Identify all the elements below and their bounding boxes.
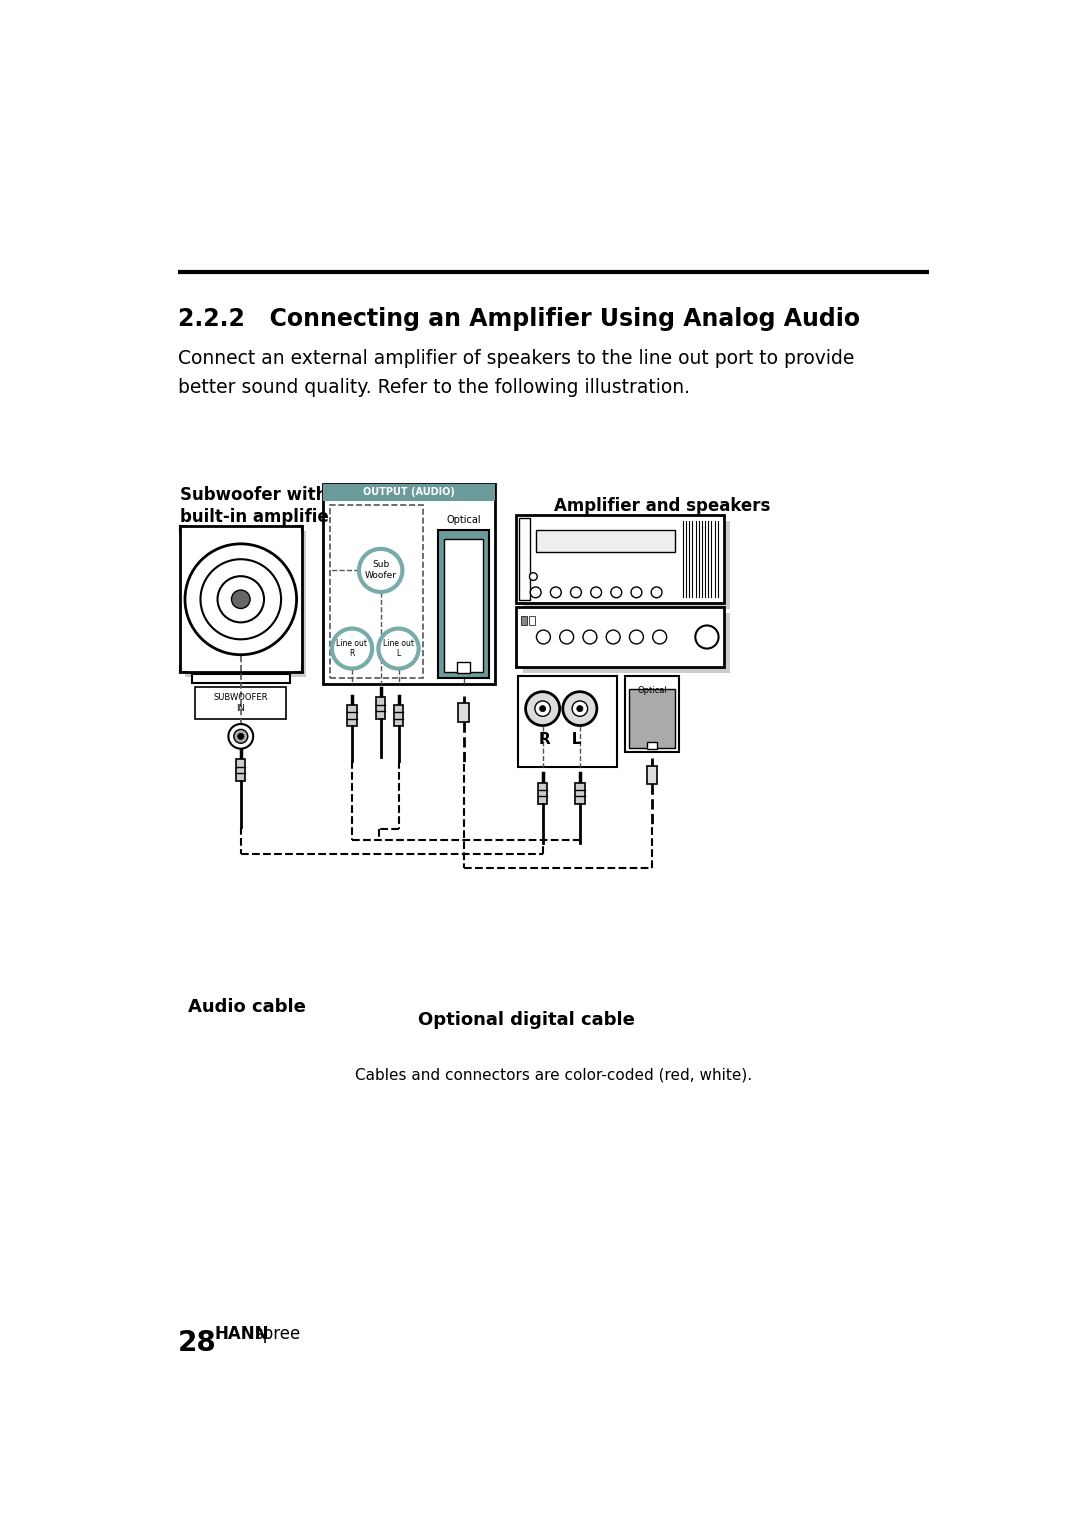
Bar xyxy=(523,521,730,609)
Bar xyxy=(180,526,301,673)
Text: 28: 28 xyxy=(177,1329,216,1358)
Circle shape xyxy=(570,587,581,598)
Bar xyxy=(523,613,730,673)
Bar xyxy=(323,483,496,683)
Text: 2.2.2   Connecting an Amplifier Using Analog Audio: 2.2.2 Connecting an Amplifier Using Anal… xyxy=(177,307,860,330)
Bar xyxy=(516,607,724,667)
Bar xyxy=(536,531,675,552)
Circle shape xyxy=(559,630,573,644)
Bar xyxy=(625,676,679,752)
Bar xyxy=(516,515,724,602)
Text: HANN: HANN xyxy=(214,1326,269,1344)
Circle shape xyxy=(583,630,597,644)
Circle shape xyxy=(238,734,244,740)
Circle shape xyxy=(185,544,297,654)
Bar xyxy=(629,690,675,748)
Text: Optional digital cable: Optional digital cable xyxy=(418,1011,635,1029)
Bar xyxy=(394,705,403,726)
Text: Amplifier and speakers: Amplifier and speakers xyxy=(554,497,770,515)
Circle shape xyxy=(606,630,620,644)
Bar xyxy=(517,676,617,768)
Circle shape xyxy=(228,725,253,749)
Bar xyxy=(330,505,423,677)
Bar xyxy=(458,662,470,673)
Bar xyxy=(438,531,489,677)
Circle shape xyxy=(529,573,537,581)
Bar xyxy=(647,742,658,749)
Text: Optical: Optical xyxy=(446,515,481,524)
Circle shape xyxy=(563,691,597,726)
Circle shape xyxy=(540,705,545,711)
Circle shape xyxy=(332,628,373,668)
Bar xyxy=(538,783,548,804)
Bar xyxy=(191,674,291,683)
Circle shape xyxy=(551,587,562,598)
Circle shape xyxy=(631,587,642,598)
Circle shape xyxy=(630,630,644,644)
Text: Optical: Optical xyxy=(637,685,666,694)
Bar xyxy=(444,540,483,671)
Circle shape xyxy=(231,590,251,609)
Bar xyxy=(185,531,307,677)
Bar xyxy=(348,705,356,726)
Circle shape xyxy=(378,628,419,668)
Text: Subwoofer with
built-in amplifier: Subwoofer with built-in amplifier xyxy=(180,486,337,526)
Circle shape xyxy=(591,587,602,598)
Text: Sub
Woofer: Sub Woofer xyxy=(365,560,396,581)
Circle shape xyxy=(530,587,541,598)
Text: OUTPUT (AUDIO): OUTPUT (AUDIO) xyxy=(363,488,455,497)
Bar xyxy=(458,703,469,722)
Circle shape xyxy=(652,630,666,644)
Circle shape xyxy=(233,729,247,743)
Text: Connect an external amplifier of speakers to the line out port to provide: Connect an external amplifier of speaker… xyxy=(177,349,854,368)
Circle shape xyxy=(611,587,622,598)
Circle shape xyxy=(535,700,551,716)
Bar xyxy=(521,616,527,625)
Bar xyxy=(576,783,584,804)
Circle shape xyxy=(217,576,264,622)
Circle shape xyxy=(577,705,583,711)
Text: better sound quality. Refer to the following illustration.: better sound quality. Refer to the follo… xyxy=(177,378,690,396)
Text: Audio cable: Audio cable xyxy=(188,998,306,1017)
Bar xyxy=(519,518,530,599)
Bar xyxy=(647,766,658,784)
Bar xyxy=(376,697,386,719)
Text: spree: spree xyxy=(254,1326,300,1344)
Text: Line out
L: Line out L xyxy=(383,639,414,659)
Circle shape xyxy=(572,700,588,716)
Circle shape xyxy=(696,625,718,648)
Bar xyxy=(529,616,535,625)
Bar xyxy=(323,483,496,500)
Circle shape xyxy=(526,691,559,726)
Text: R    L: R L xyxy=(539,732,581,748)
Bar xyxy=(195,687,286,720)
Text: Line out
R: Line out R xyxy=(337,639,367,659)
Circle shape xyxy=(651,587,662,598)
Bar xyxy=(237,760,245,781)
Circle shape xyxy=(359,549,403,592)
Circle shape xyxy=(537,630,551,644)
Text: Cables and connectors are color-coded (red, white).: Cables and connectors are color-coded (r… xyxy=(355,1067,752,1083)
Text: SUBWOOFER
IN: SUBWOOFER IN xyxy=(214,693,268,714)
Circle shape xyxy=(201,560,281,639)
